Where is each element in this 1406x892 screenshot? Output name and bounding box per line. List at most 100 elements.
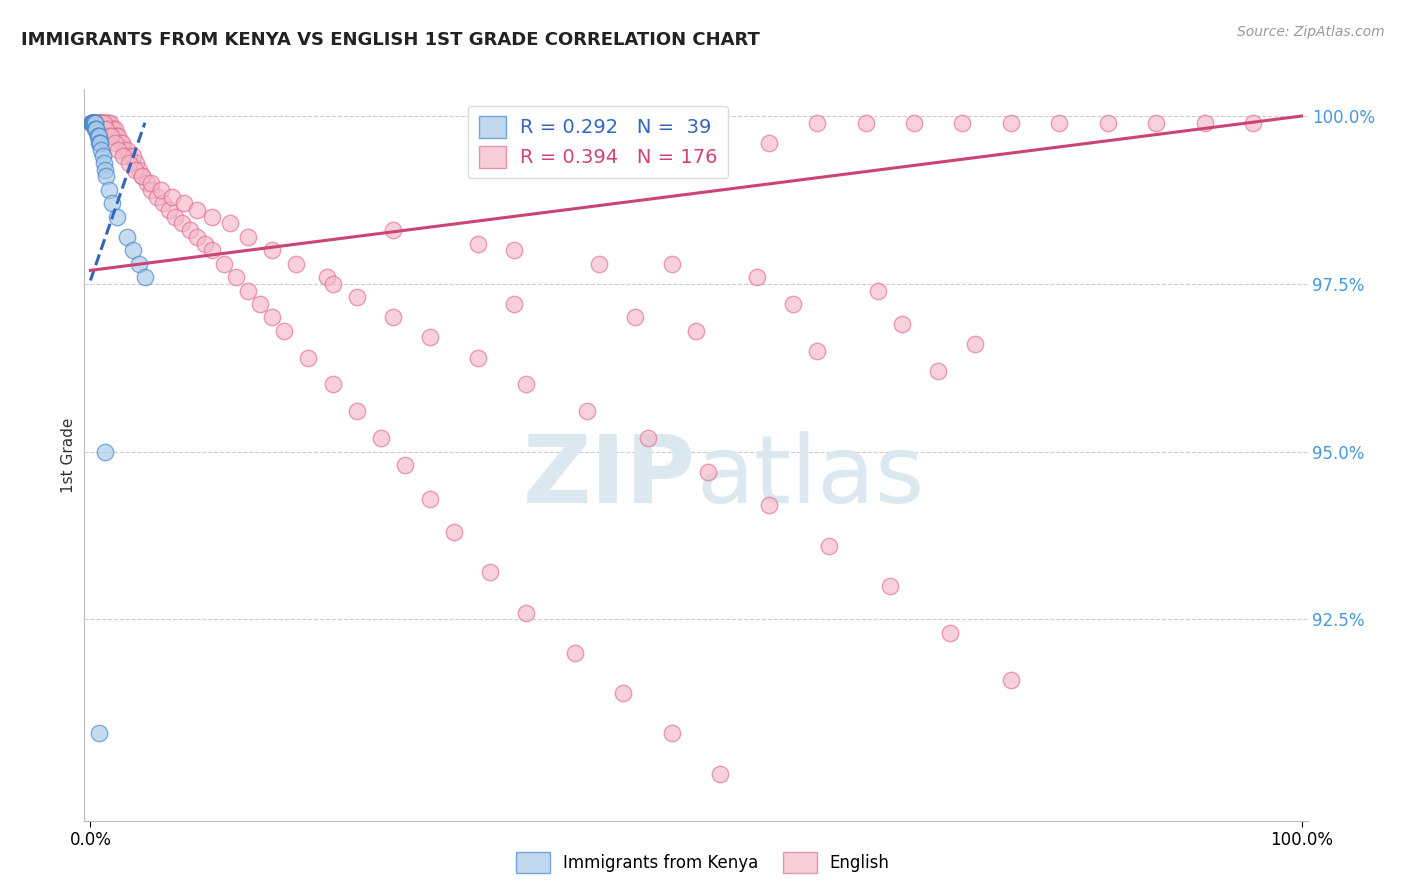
Point (86, 116, 108, 130)
Point (855, 116, 877, 130)
Point (86, 122, 108, 136)
Point (346, 290, 368, 304)
Point (80, 116, 103, 130)
Y-axis label: 1st Grade: 1st Grade (60, 417, 76, 492)
Point (86, 116, 108, 130)
Point (80, 116, 103, 130)
Point (806, 343, 828, 358)
Point (100, 129, 122, 144)
Point (91, 149, 114, 163)
Point (1144, 116, 1167, 130)
Point (86, 116, 108, 130)
Point (179, 223, 201, 237)
Point (637, 431, 659, 445)
Point (110, 136, 132, 150)
Point (131, 169, 153, 184)
Point (86, 129, 108, 144)
Point (262, 310, 284, 325)
Point (97, 129, 120, 144)
Point (612, 686, 634, 700)
Point (82, 116, 104, 130)
Point (96, 116, 118, 130)
Point (218, 216, 240, 230)
Point (661, 257, 683, 271)
Point (80, 116, 103, 130)
Point (100, 122, 122, 136)
Point (503, 244, 526, 258)
Point (96, 116, 118, 130)
Point (515, 377, 537, 392)
Point (90, 143, 112, 157)
Text: Source: ZipAtlas.com: Source: ZipAtlas.com (1237, 25, 1385, 39)
Point (80, 116, 103, 130)
Point (84, 116, 107, 130)
Point (564, 646, 586, 660)
Point (83, 116, 105, 130)
Point (80, 116, 103, 130)
Point (139, 183, 162, 197)
Point (80, 116, 103, 130)
Point (121, 149, 143, 163)
Point (186, 230, 208, 244)
Point (939, 625, 962, 640)
Point (236, 284, 259, 298)
Point (80, 116, 103, 130)
Point (165, 210, 187, 224)
Point (84, 116, 107, 130)
Point (80, 116, 103, 130)
Point (84, 116, 107, 130)
Point (212, 257, 235, 271)
Point (87, 136, 110, 150)
Point (84, 116, 107, 130)
Point (146, 189, 169, 203)
Point (575, 404, 598, 418)
Point (866, 284, 889, 298)
Point (315, 270, 337, 285)
Point (83, 116, 105, 130)
Point (745, 270, 768, 285)
Point (1097, 116, 1119, 130)
Point (624, 310, 647, 325)
Point (262, 244, 284, 258)
Point (82, 116, 104, 130)
Point (96, 169, 118, 184)
Point (782, 297, 804, 311)
Point (467, 351, 489, 365)
Point (87, 116, 110, 130)
Point (322, 377, 344, 392)
Point (82, 116, 104, 130)
Point (84, 116, 107, 130)
Point (112, 143, 135, 157)
Point (82, 116, 104, 130)
Point (515, 606, 537, 620)
Point (90, 116, 112, 130)
Text: IMMIGRANTS FROM KENYA VS ENGLISH 1ST GRADE CORRELATION CHART: IMMIGRANTS FROM KENYA VS ENGLISH 1ST GRA… (21, 31, 761, 49)
Point (83, 116, 105, 130)
Point (382, 310, 405, 325)
Point (89, 136, 111, 150)
Point (139, 176, 162, 190)
Point (86, 116, 108, 130)
Point (200, 210, 222, 224)
Point (1047, 116, 1070, 130)
Point (84, 116, 107, 130)
Point (84, 116, 107, 130)
Point (86, 116, 108, 130)
Point (82, 116, 104, 130)
Point (467, 236, 489, 251)
Point (86, 116, 108, 130)
Point (89, 116, 111, 130)
Point (83, 116, 105, 130)
Point (82, 116, 104, 130)
Point (80, 116, 103, 130)
Point (503, 297, 526, 311)
Point (105, 210, 128, 224)
Point (173, 196, 195, 211)
Point (83, 116, 105, 130)
Point (86, 116, 108, 130)
Point (80, 116, 103, 130)
Point (1241, 116, 1264, 130)
Point (90, 116, 112, 130)
Point (124, 162, 146, 177)
Point (101, 122, 124, 136)
